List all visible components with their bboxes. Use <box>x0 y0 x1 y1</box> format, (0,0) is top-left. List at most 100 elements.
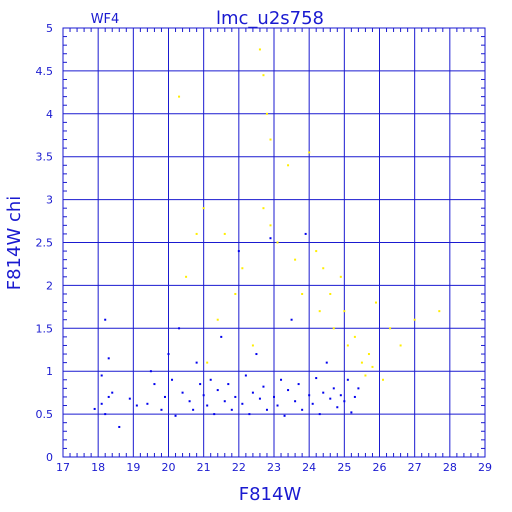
data-point <box>241 267 244 270</box>
data-point <box>104 318 107 321</box>
y-tick-label: 5 <box>46 22 53 35</box>
data-point <box>301 292 304 295</box>
y-tick-label: 3 <box>46 194 53 207</box>
y-axis-label: F814W chi <box>4 196 25 291</box>
data-point <box>146 402 149 405</box>
data-point <box>350 411 353 414</box>
data-point <box>188 400 191 403</box>
data-point <box>290 318 293 321</box>
data-point <box>171 378 174 381</box>
data-point <box>265 112 268 115</box>
data-point <box>262 207 265 210</box>
data-point <box>336 406 339 409</box>
data-point <box>174 414 177 417</box>
grid-lines <box>62 27 486 458</box>
data-point <box>339 275 342 278</box>
data-point <box>389 327 392 330</box>
data-point <box>339 394 342 397</box>
data-point <box>202 394 205 397</box>
data-point <box>364 374 367 377</box>
data-point <box>118 425 121 428</box>
data-point <box>382 378 385 381</box>
data-point <box>199 383 202 386</box>
data-point <box>258 48 261 51</box>
x-tick-label: 25 <box>337 461 351 474</box>
x-tick-label: 21 <box>197 461 211 474</box>
data-point <box>329 292 332 295</box>
data-point <box>269 237 272 240</box>
data-point <box>357 387 360 390</box>
data-point <box>343 310 346 313</box>
data-point <box>318 413 321 416</box>
y-tick-label: 3.5 <box>36 151 54 164</box>
y-tick-label: 2.5 <box>36 237 54 250</box>
data-point <box>220 335 223 338</box>
data-point <box>107 357 110 360</box>
data-point <box>216 389 219 392</box>
data-point <box>241 402 244 405</box>
data-point <box>308 151 311 154</box>
data-point <box>399 344 402 347</box>
data-point <box>287 164 290 167</box>
primary-series <box>93 232 360 428</box>
data-point <box>202 207 205 210</box>
chart-title: lmc_u2s758 <box>216 8 324 29</box>
data-point <box>244 374 247 377</box>
x-tick-label: 24 <box>302 461 316 474</box>
data-point <box>315 250 318 253</box>
x-tick-label: 18 <box>91 461 105 474</box>
data-point <box>185 275 188 278</box>
data-point <box>322 267 325 270</box>
data-point <box>269 138 272 141</box>
x-tick-label: 27 <box>408 461 422 474</box>
data-point <box>318 310 321 313</box>
x-tick-label: 29 <box>478 461 492 474</box>
data-point <box>178 327 181 330</box>
data-point <box>192 408 195 411</box>
data-point <box>258 397 261 400</box>
x-tick-label: 17 <box>56 461 70 474</box>
data-point <box>149 370 152 373</box>
data-point <box>315 377 318 380</box>
data-point <box>308 394 311 397</box>
x-tick-label: 20 <box>162 461 176 474</box>
data-point <box>413 318 416 321</box>
data-point <box>100 402 103 405</box>
data-point <box>135 404 138 407</box>
y-tick-label: 2 <box>46 279 53 292</box>
data-point <box>262 385 265 388</box>
data-point <box>269 224 272 227</box>
data-point <box>371 365 374 368</box>
data-point <box>438 310 441 313</box>
data-point <box>216 318 219 321</box>
data-point <box>325 361 328 364</box>
data-point <box>209 378 212 381</box>
data-point <box>163 395 166 398</box>
data-point <box>329 397 332 400</box>
x-tick-label: 26 <box>373 461 387 474</box>
data-point <box>343 400 346 403</box>
secondary-series <box>178 48 441 381</box>
data-point <box>374 301 377 304</box>
tick-labels: 17 18 19 20 21 22 23 24 25 26 27 28 29 0 0.5 1 1.5 2 2.5 3 3… <box>36 22 493 474</box>
data-point <box>255 353 258 356</box>
data-point <box>276 241 279 244</box>
y-tick-label: 1 <box>46 365 53 378</box>
data-point <box>332 327 335 330</box>
data-point <box>234 292 237 295</box>
data-point <box>304 232 307 235</box>
data-point <box>353 335 356 338</box>
data-point <box>153 383 156 386</box>
data-point <box>265 408 268 411</box>
data-point <box>93 407 96 410</box>
data-point <box>346 378 349 381</box>
data-point <box>128 397 131 400</box>
y-tick-label: 4 <box>46 108 53 121</box>
data-point <box>322 391 325 394</box>
x-tick-label: 28 <box>443 461 457 474</box>
data-point <box>294 400 297 403</box>
data-point <box>107 395 110 398</box>
data-point <box>206 404 209 407</box>
data-point <box>223 232 226 235</box>
